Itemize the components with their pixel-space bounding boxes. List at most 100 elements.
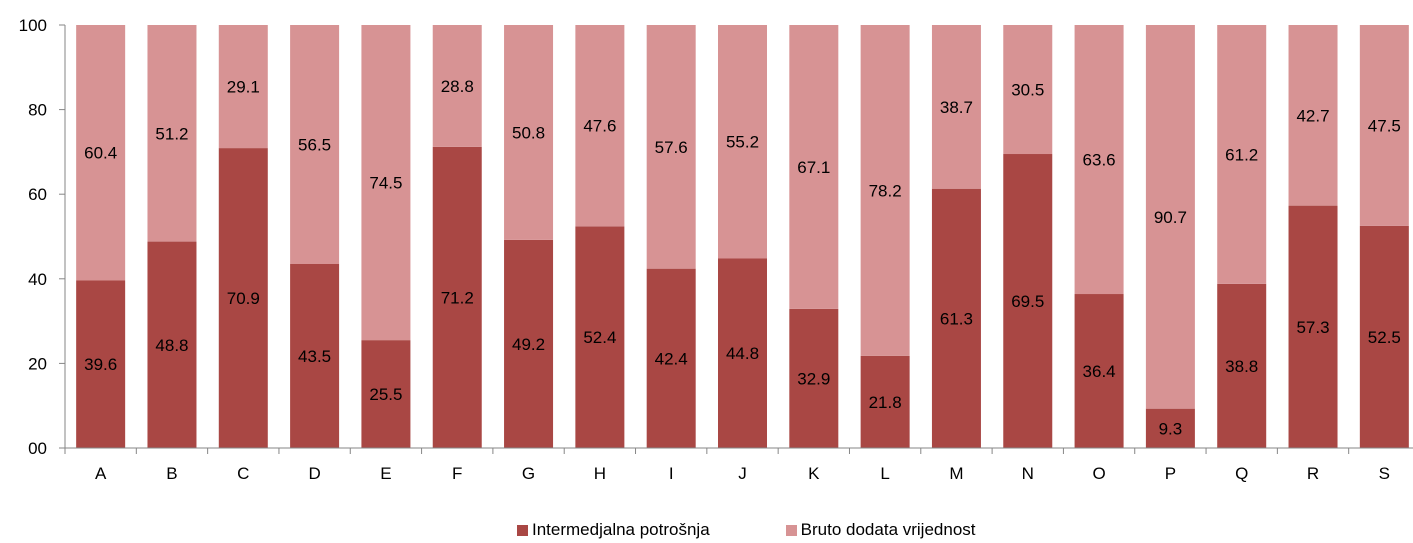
y-tick-label: 80 — [28, 101, 47, 120]
data-label-intermediate-R: 57.3 — [1296, 318, 1329, 337]
data-label-gross-H: 47.6 — [583, 117, 616, 136]
y-tick-label: 60 — [28, 185, 47, 204]
legend-swatch-gross — [785, 524, 797, 536]
x-tick-label: J — [738, 464, 747, 483]
x-tick-label: H — [594, 464, 606, 483]
data-label-intermediate-M: 61.3 — [940, 309, 973, 328]
data-label-gross-R: 42.7 — [1296, 106, 1329, 125]
data-label-gross-Q: 61.2 — [1225, 145, 1258, 164]
bar-gross-M — [931, 25, 981, 189]
bar-intermediate-H — [575, 226, 625, 448]
bar-gross-D — [290, 25, 340, 264]
bar-intermediate-K — [789, 308, 839, 448]
data-label-gross-P: 90.7 — [1154, 208, 1187, 227]
data-label-intermediate-I: 42.4 — [655, 349, 688, 368]
data-label-gross-S: 47.5 — [1368, 116, 1401, 135]
x-tick-label: M — [949, 464, 963, 483]
x-tick-label: B — [166, 464, 177, 483]
y-tick-label: 20 — [28, 354, 47, 373]
bar-intermediate-B — [147, 241, 197, 448]
bar-gross-O — [1074, 25, 1124, 295]
data-label-gross-F: 28.8 — [441, 77, 474, 96]
legend-item-intermediate: Intermedjalna potrošnja — [517, 520, 710, 540]
bar-gross-C — [218, 25, 268, 149]
x-tick-label: G — [522, 464, 535, 483]
bar-gross-R — [1288, 25, 1338, 206]
data-label-gross-A: 60.4 — [84, 144, 117, 163]
data-label-intermediate-L: 21.8 — [869, 393, 902, 412]
data-label-gross-E: 74.5 — [369, 174, 402, 193]
x-tick-label: E — [380, 464, 391, 483]
bar-intermediate-S — [1359, 225, 1409, 448]
data-label-gross-I: 57.6 — [655, 138, 688, 157]
bar-intermediate-O — [1074, 294, 1124, 448]
data-label-gross-J: 55.2 — [726, 133, 759, 152]
data-label-intermediate-H: 52.4 — [583, 328, 616, 347]
bar-gross-J — [718, 25, 767, 259]
y-tick-label: 00 — [28, 439, 47, 458]
x-tick-label: I — [669, 464, 674, 483]
data-label-gross-L: 78.2 — [869, 181, 902, 200]
bar-gross-N — [1003, 25, 1053, 155]
bar-intermediate-Q — [1217, 283, 1267, 448]
data-label-gross-K: 67.1 — [797, 158, 830, 177]
bar-gross-L — [860, 25, 910, 356]
bar-intermediate-R — [1288, 205, 1338, 448]
legend-item-gross: Bruto dodata vrijednost — [785, 520, 976, 540]
bar-intermediate-P — [1145, 408, 1195, 448]
x-tick-label: P — [1165, 464, 1176, 483]
x-tick-label: C — [237, 464, 249, 483]
data-label-gross-M: 38.7 — [940, 98, 973, 117]
data-label-gross-O: 63.6 — [1083, 151, 1116, 170]
legend-swatch-intermediate — [517, 524, 528, 536]
bar-intermediate-G — [504, 239, 554, 448]
stacked-bar-chart: 00 20 40 60 80 100 39.6 60.4 48.8 51.2 70.9 29.1 43.… — [19, 16, 1413, 483]
data-label-intermediate-N: 69.5 — [1011, 292, 1044, 311]
bar-intermediate-E — [361, 340, 411, 448]
bar-gross-G — [504, 25, 554, 240]
bar-gross-A — [76, 25, 126, 281]
bar-gross-Q — [1217, 25, 1267, 284]
legend: Intermedjalna potrošnja Bruto dodata vri… — [517, 520, 976, 540]
bar-gross-P — [1145, 25, 1195, 409]
x-tick-label: K — [808, 464, 820, 483]
y-tick-label: 40 — [28, 270, 47, 289]
bar-gross-I — [646, 25, 696, 269]
x-tick-label: Q — [1235, 464, 1248, 483]
x-tick-label: S — [1379, 464, 1390, 483]
data-label-gross-G: 50.8 — [512, 123, 545, 142]
bar-intermediate-A — [76, 280, 126, 448]
data-label-intermediate-D: 43.5 — [298, 347, 331, 366]
data-label-intermediate-F: 71.2 — [441, 288, 474, 307]
bar-gross-F — [432, 25, 482, 147]
bar-gross-B — [147, 25, 197, 242]
x-tick-label: A — [95, 464, 107, 483]
data-label-intermediate-B: 48.8 — [155, 336, 188, 355]
x-tick-label: D — [308, 464, 320, 483]
x-tick-label: F — [452, 464, 462, 483]
x-tick-label: N — [1022, 464, 1034, 483]
bar-intermediate-F — [432, 146, 482, 448]
bar-intermediate-I — [646, 268, 696, 448]
bar-intermediate-L — [860, 355, 910, 448]
data-label-intermediate-C: 70.9 — [227, 289, 260, 308]
data-label-intermediate-P: 9.3 — [1159, 419, 1183, 438]
x-tick-label: L — [880, 464, 889, 483]
bar-intermediate-J — [718, 258, 767, 448]
bar-gross-S — [1359, 25, 1409, 226]
x-tick-label: R — [1307, 464, 1319, 483]
bar-intermediate-C — [218, 148, 268, 448]
bar-gross-K — [789, 25, 839, 309]
data-label-intermediate-S: 52.5 — [1368, 328, 1401, 347]
data-label-gross-B: 51.2 — [155, 124, 188, 143]
legend-label-intermediate: Intermedjalna potrošnja — [532, 520, 710, 539]
data-label-intermediate-O: 36.4 — [1083, 362, 1116, 381]
bar-gross-E — [361, 25, 411, 341]
y-tick-label: 100 — [19, 16, 47, 35]
data-label-intermediate-Q: 38.8 — [1225, 357, 1258, 376]
data-label-intermediate-E: 25.5 — [369, 385, 402, 404]
data-label-gross-D: 56.5 — [298, 135, 331, 154]
data-label-intermediate-K: 32.9 — [797, 369, 830, 388]
legend-label-gross: Bruto dodata vrijednost — [800, 520, 976, 539]
bar-intermediate-M — [931, 188, 981, 449]
